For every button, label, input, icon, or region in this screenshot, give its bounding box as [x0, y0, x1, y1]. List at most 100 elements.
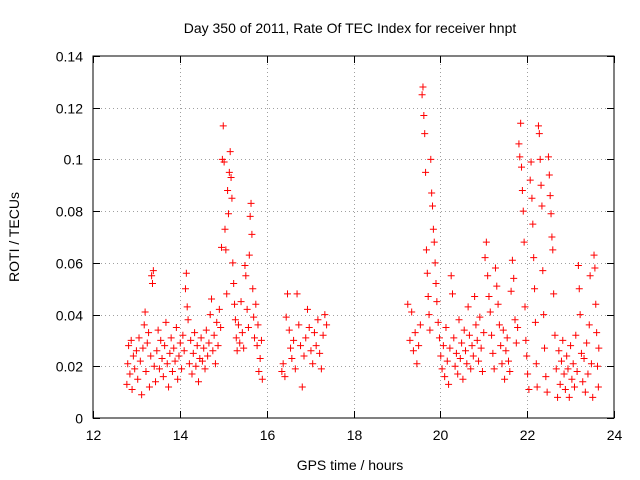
data-point-marker: [564, 365, 572, 373]
data-point-marker: [484, 272, 492, 280]
data-point-marker: [586, 272, 594, 280]
data-point-marker: [539, 267, 547, 275]
data-point-marker: [450, 334, 458, 342]
data-point-marker: [587, 360, 595, 368]
data-point-marker: [232, 334, 240, 342]
data-point-marker: [526, 176, 534, 184]
data-point-marker: [507, 287, 515, 295]
data-point-marker: [514, 324, 522, 331]
data-point-marker: [454, 370, 462, 378]
data-point-marker: [422, 168, 430, 176]
data-point-marker: [415, 342, 423, 350]
y-tick-label: 0.12: [56, 101, 83, 117]
x-tick-label: 16: [260, 427, 276, 443]
data-point-marker: [404, 300, 412, 308]
data-point-marker: [473, 336, 481, 344]
data-point-marker: [316, 349, 324, 357]
data-point-marker: [185, 360, 193, 368]
data-point-marker: [570, 383, 578, 391]
data-point-marker: [220, 158, 228, 166]
data-point-marker: [516, 153, 524, 161]
data-point-marker: [143, 339, 151, 347]
data-point-marker: [300, 352, 308, 360]
data-point-marker: [411, 329, 419, 337]
data-point-marker: [138, 391, 146, 399]
data-point-marker: [163, 360, 171, 368]
data-point-marker: [285, 326, 293, 334]
data-point-marker: [427, 155, 435, 163]
data-point-marker: [579, 378, 587, 386]
x-tick-label: 20: [433, 427, 449, 443]
data-point-marker: [574, 261, 582, 269]
data-point-marker: [234, 321, 242, 329]
data-point-marker: [478, 367, 486, 375]
data-point-marker: [244, 324, 252, 331]
chart-title: Day 350 of 2011, Rate Of TEC Index for r…: [184, 20, 517, 36]
data-point-marker: [147, 352, 155, 360]
data-point-marker: [462, 347, 470, 355]
data-point-marker: [258, 375, 266, 383]
data-point-marker: [448, 290, 456, 298]
data-point-marker: [218, 243, 226, 251]
data-point-marker: [447, 272, 455, 280]
data-point-marker: [595, 344, 603, 352]
data-point-marker: [221, 225, 229, 233]
data-point-marker: [238, 329, 246, 337]
data-point-marker: [533, 383, 541, 391]
data-point-marker: [251, 334, 259, 342]
data-point-marker: [161, 342, 169, 350]
data-point-marker: [228, 194, 236, 202]
data-point-marker: [210, 331, 218, 339]
data-point-marker: [502, 347, 510, 355]
data-point-marker: [246, 212, 254, 220]
data-point-marker: [481, 254, 489, 262]
data-point-marker: [464, 303, 472, 311]
data-point-marker: [531, 318, 539, 326]
data-point-marker: [182, 269, 190, 277]
data-point-marker: [191, 329, 199, 337]
data-point-marker: [178, 365, 186, 373]
data-point-marker: [217, 324, 225, 331]
data-point-marker: [594, 383, 602, 391]
data-point-marker: [425, 311, 433, 319]
data-point-marker: [468, 342, 476, 350]
data-point-marker: [568, 375, 576, 383]
data-point-marker: [535, 130, 543, 138]
data-point-marker: [429, 202, 437, 210]
data-point-marker: [532, 360, 540, 368]
data-point-marker: [236, 339, 244, 347]
data-point-marker: [136, 357, 144, 365]
data-point-marker: [467, 365, 475, 373]
data-point-marker: [554, 393, 562, 401]
data-point-marker: [295, 321, 303, 329]
data-point-marker: [518, 186, 526, 194]
data-point-marker: [472, 321, 480, 329]
data-point-marker: [576, 311, 584, 319]
data-point-marker: [418, 91, 426, 99]
data-point-marker: [140, 321, 148, 329]
data-point-marker: [237, 298, 245, 306]
data-point-marker: [408, 308, 416, 316]
data-point-marker: [443, 357, 451, 365]
data-point-marker: [429, 225, 437, 233]
data-point-marker: [224, 186, 232, 194]
data-point-marker: [524, 370, 532, 378]
data-point-marker: [563, 352, 571, 360]
data-point-marker: [305, 324, 313, 331]
data-point-marker: [180, 347, 188, 355]
data-point-marker: [518, 163, 526, 171]
data-point-marker: [176, 339, 184, 347]
data-point-marker: [536, 155, 544, 163]
data-point-marker: [541, 344, 549, 352]
data-point-marker: [157, 336, 165, 344]
data-point-marker: [184, 316, 192, 324]
data-point-marker: [508, 256, 516, 264]
data-point-marker: [223, 290, 231, 298]
data-point-marker: [520, 238, 528, 246]
data-point-marker: [485, 292, 493, 300]
data-point-marker: [476, 313, 484, 321]
data-point-marker: [537, 181, 545, 189]
data-point-marker: [145, 383, 153, 391]
data-point-marker: [503, 334, 511, 342]
data-point-marker: [490, 365, 498, 373]
